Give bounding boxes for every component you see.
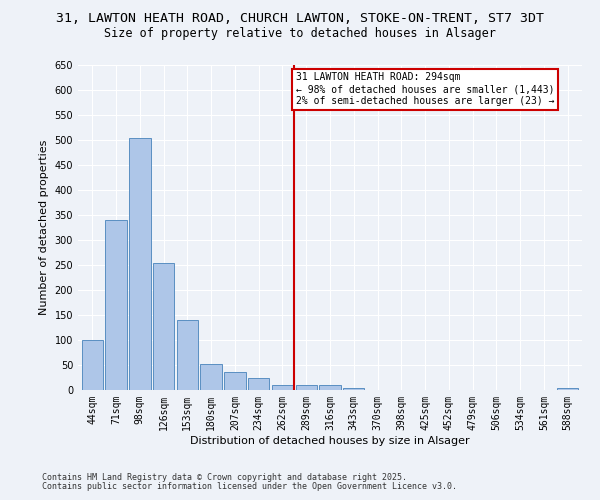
Text: Size of property relative to detached houses in Alsager: Size of property relative to detached ho… xyxy=(104,28,496,40)
Bar xyxy=(272,385,293,390)
Bar xyxy=(176,320,198,390)
Bar xyxy=(343,388,364,390)
Bar xyxy=(200,364,222,390)
Bar xyxy=(557,388,578,390)
Text: Contains public sector information licensed under the Open Government Licence v3: Contains public sector information licen… xyxy=(42,482,457,491)
Bar xyxy=(319,385,341,390)
X-axis label: Distribution of detached houses by size in Alsager: Distribution of detached houses by size … xyxy=(190,436,470,446)
Bar xyxy=(153,262,174,390)
Bar xyxy=(224,372,245,390)
Y-axis label: Number of detached properties: Number of detached properties xyxy=(39,140,49,315)
Bar xyxy=(82,340,103,390)
Text: 31 LAWTON HEATH ROAD: 294sqm
← 98% of detached houses are smaller (1,443)
2% of : 31 LAWTON HEATH ROAD: 294sqm ← 98% of de… xyxy=(296,72,554,106)
Text: Contains HM Land Registry data © Crown copyright and database right 2025.: Contains HM Land Registry data © Crown c… xyxy=(42,474,407,482)
Bar xyxy=(248,378,269,390)
Text: 31, LAWTON HEATH ROAD, CHURCH LAWTON, STOKE-ON-TRENT, ST7 3DT: 31, LAWTON HEATH ROAD, CHURCH LAWTON, ST… xyxy=(56,12,544,26)
Bar xyxy=(106,220,127,390)
Bar xyxy=(296,385,317,390)
Bar xyxy=(129,138,151,390)
